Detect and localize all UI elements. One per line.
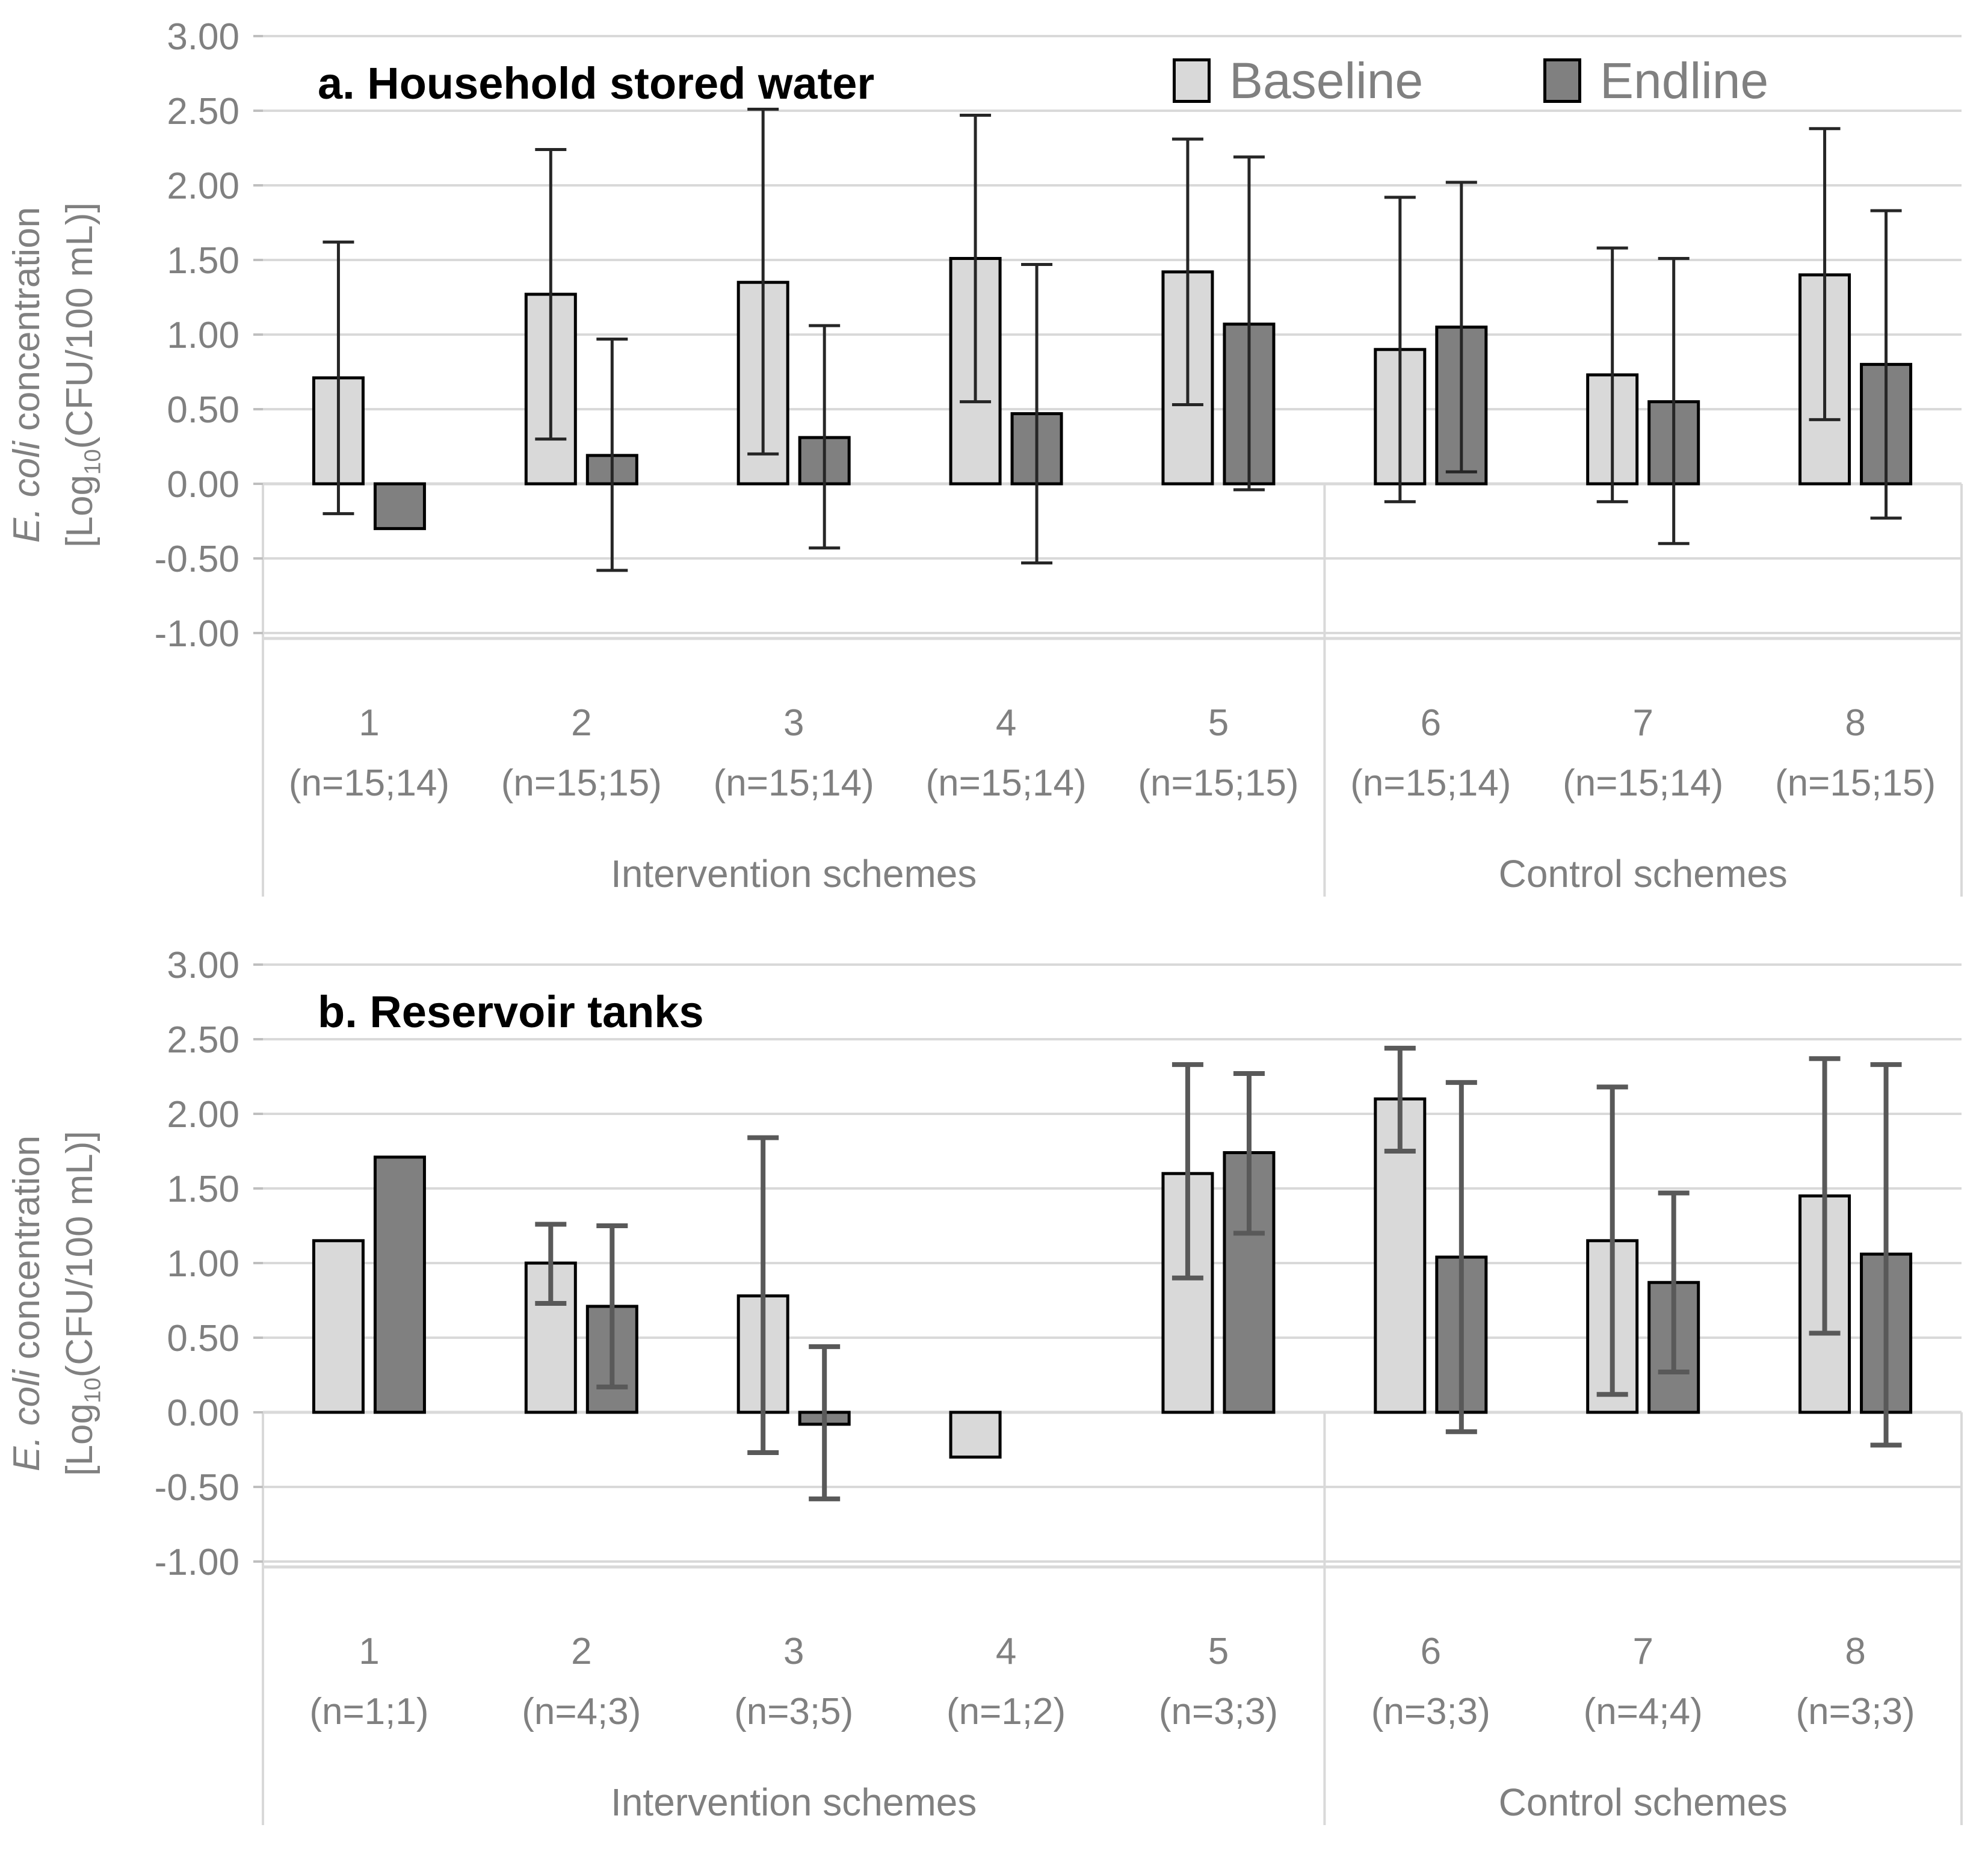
x-category-label: 5	[1208, 1631, 1229, 1672]
y-axis-title-log-sub: 10	[79, 449, 106, 475]
x-category-sublabel: (n=3;3)	[1371, 1691, 1490, 1732]
x-category-label: 3	[783, 702, 804, 744]
legend-endline-label: Endline	[1600, 52, 1769, 109]
y-tick-label: 3.00	[167, 16, 239, 58]
x-category-sublabel: (n=4;3)	[522, 1691, 641, 1732]
y-axis-title-units: (CFU/100 mL)]	[59, 202, 101, 450]
panel-a-y-axis-title: E. coli concentration [Log10(CFU/100 mL)…	[6, 0, 113, 766]
x-category-label: 6	[1421, 1631, 1441, 1672]
x-group-label: Control schemes	[1499, 852, 1788, 895]
x-category-sublabel: (n=15;15)	[1775, 762, 1936, 804]
y-axis-title-line1: E. coli concentration	[1, 0, 54, 766]
x-category-label: 6	[1421, 702, 1441, 744]
legend-baseline-label: Baseline	[1229, 52, 1424, 109]
panel-b-title: b. Reservoir tanks	[318, 987, 704, 1037]
x-category-sublabel: (n=3;5)	[734, 1691, 853, 1732]
legend-endline-swatch	[1543, 58, 1581, 103]
x-category-sublabel: (n=1;2)	[946, 1691, 1066, 1732]
x-group-label: Intervention schemes	[611, 852, 977, 895]
baseline-bar	[949, 1411, 1002, 1459]
x-category-sublabel: (n=3;3)	[1159, 1691, 1278, 1732]
y-axis-title-line1: E. coli concentration	[1, 912, 54, 1695]
y-axis-title-log: [Log	[59, 475, 101, 548]
x-category-sublabel: (n=15;14)	[289, 762, 449, 804]
x-category-sublabel: (n=15;14)	[925, 762, 1086, 804]
y-tick-label: -1.00	[155, 1542, 239, 1583]
x-category-sublabel: (n=15;14)	[1350, 762, 1511, 804]
y-axis-title-units: (CFU/100 mL)]	[59, 1131, 101, 1378]
x-category-label: 7	[1632, 702, 1653, 744]
y-axis-title-species: E. coli	[6, 1370, 48, 1472]
y-axis-title-rest: concentration	[6, 1135, 48, 1370]
y-axis-title-log: [Log	[59, 1403, 101, 1476]
x-category-label: 3	[783, 1631, 804, 1672]
endline-bar	[373, 1155, 426, 1414]
x-category-sublabel: (n=15;14)	[1563, 762, 1723, 804]
x-category-sublabel: (n=1;1)	[309, 1691, 428, 1732]
baseline-bar	[312, 1239, 365, 1414]
x-group-label: Intervention schemes	[611, 1781, 977, 1824]
x-category-sublabel: (n=15;15)	[1138, 762, 1298, 804]
y-tick-label: 2.00	[167, 165, 239, 207]
x-category-label: 8	[1845, 702, 1865, 744]
y-tick-label: 2.00	[167, 1094, 239, 1136]
y-tick-label: 2.50	[167, 91, 239, 132]
x-category-label: 8	[1845, 1631, 1865, 1672]
y-axis-title-log-sub: 10	[79, 1377, 106, 1404]
y-tick-label: 1.50	[167, 240, 239, 282]
x-category-sublabel: (n=4;4)	[1584, 1691, 1703, 1732]
y-axis-title-species: E. coli	[6, 441, 48, 543]
y-tick-label: -1.00	[155, 613, 239, 655]
y-tick-label: 1.00	[167, 315, 239, 356]
x-category-label: 1	[359, 1631, 379, 1672]
x-category-label: 2	[571, 702, 591, 744]
y-tick-label: -0.50	[155, 539, 239, 580]
panel-b-y-axis-title: E. coli concentration [Log10(CFU/100 mL)…	[6, 912, 113, 1695]
x-category-sublabel: (n=3;3)	[1795, 1691, 1915, 1732]
y-tick-label: 1.00	[167, 1243, 239, 1285]
x-group-label: Control schemes	[1499, 1781, 1788, 1824]
x-category-sublabel: (n=15;14)	[714, 762, 874, 804]
y-tick-label: -0.50	[155, 1467, 239, 1509]
y-axis-title-line2: [Log10(CFU/100 mL)]	[54, 912, 119, 1695]
x-category-label: 4	[996, 702, 1016, 744]
x-category-label: 2	[571, 1631, 591, 1672]
endline-bar	[1223, 1151, 1276, 1414]
endline-bar	[373, 482, 426, 530]
x-category-label: 5	[1208, 702, 1229, 744]
y-tick-label: 0.50	[167, 1318, 239, 1359]
y-tick-label: 0.00	[167, 464, 239, 505]
panel-a-title: a. Household stored water	[318, 58, 875, 108]
y-tick-label: 0.00	[167, 1392, 239, 1434]
legend-baseline-swatch	[1173, 58, 1211, 103]
x-category-label: 7	[1632, 1631, 1653, 1672]
x-category-sublabel: (n=15;15)	[501, 762, 662, 804]
y-tick-label: 0.50	[167, 389, 239, 431]
x-category-label: 1	[359, 702, 379, 744]
y-tick-label: 2.50	[167, 1019, 239, 1061]
y-axis-title-line2: [Log10(CFU/100 mL)]	[54, 0, 119, 766]
y-tick-label: 1.50	[167, 1169, 239, 1210]
x-category-label: 4	[996, 1631, 1016, 1672]
y-axis-title-rest: concentration	[6, 206, 48, 442]
y-tick-label: 3.00	[167, 945, 239, 986]
